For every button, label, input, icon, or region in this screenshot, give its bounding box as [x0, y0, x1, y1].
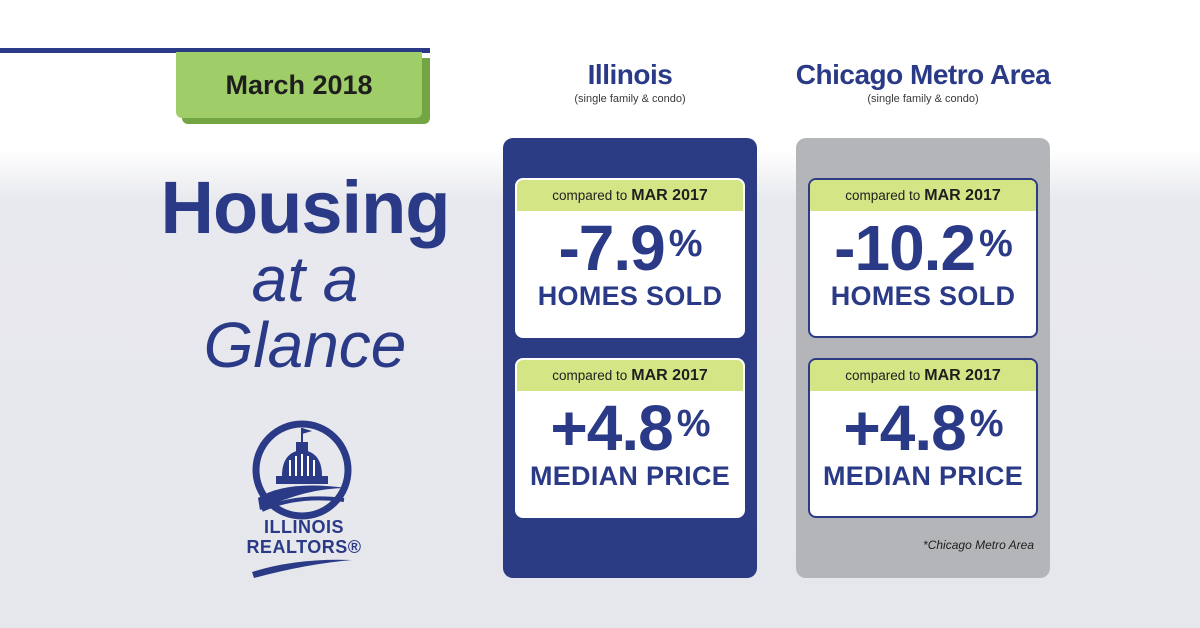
compare-prefix: compared to	[552, 188, 628, 203]
illinois-panel: compared to MAR 2017 -7.9% HOMES SOLD co…	[503, 138, 757, 578]
stat-value: +4.8%	[810, 396, 1036, 460]
headline-line-1: Housing	[160, 166, 451, 249]
chicago-panel: compared to MAR 2017 -10.2% HOMES SOLD c…	[796, 138, 1050, 578]
stat-unit: %	[969, 403, 1004, 445]
stat-number: +4.8	[843, 392, 966, 464]
compare-prefix: compared to	[845, 368, 921, 383]
footnote: *Chicago Metro Area	[923, 538, 1034, 552]
comparison-bar: compared to MAR 2017	[810, 360, 1036, 391]
stat-unit: %	[979, 223, 1013, 265]
compare-prefix: compared to	[552, 368, 628, 383]
column-name: Illinois	[587, 59, 673, 90]
median-price-card: compared to MAR 2017 +4.8% MEDIAN PRICE	[515, 358, 745, 518]
column-subtitle: (single family & condo)	[867, 93, 979, 105]
compare-period: MAR 2017	[924, 186, 1001, 204]
headline-line-2: at a	[251, 243, 359, 315]
comparison-bar: compared to MAR 2017	[810, 180, 1036, 211]
chicago-title: Chicago Metro Area (single family & cond…	[776, 58, 1070, 106]
comparison-bar: compared to MAR 2017	[517, 360, 743, 391]
stat-unit: %	[676, 403, 711, 445]
compare-period: MAR 2017	[631, 186, 708, 204]
column-name: Chicago Metro Area	[795, 59, 1051, 90]
headline: Housing at a Glance	[140, 166, 470, 381]
stat-number: -10.2	[834, 212, 976, 284]
date-tab: March 2018	[176, 52, 422, 118]
median-price-card: compared to MAR 2017 +4.8% MEDIAN PRICE	[808, 358, 1038, 518]
stat-label: MEDIAN PRICE	[529, 461, 731, 491]
capitol-dome-icon	[252, 420, 352, 578]
stat-label: MEDIAN PRICE	[822, 461, 1024, 491]
compare-period: MAR 2017	[631, 366, 708, 384]
stat-unit: %	[668, 223, 703, 265]
illinois-title: Illinois (single family & condo)	[503, 58, 757, 106]
logo-line-2: REALTORS®	[246, 537, 362, 557]
stat-value: +4.8%	[517, 396, 743, 460]
homes-sold-card: compared to MAR 2017 -7.9% HOMES SOLD	[515, 178, 745, 338]
homes-sold-card: compared to MAR 2017 -10.2% HOMES SOLD	[808, 178, 1038, 338]
comparison-bar: compared to MAR 2017	[517, 180, 743, 211]
stat-value: -7.9%	[517, 216, 743, 280]
stat-number: -7.9	[558, 212, 665, 284]
stat-number: +4.8	[550, 392, 673, 464]
headline-line-3: Glance	[203, 309, 407, 381]
logo-line-1: ILLINOIS	[264, 517, 344, 537]
compare-prefix: compared to	[845, 188, 921, 203]
column-subtitle: (single family & condo)	[574, 93, 686, 105]
logo-text: ILLINOIS REALTORS®	[244, 517, 364, 557]
compare-period: MAR 2017	[924, 366, 1001, 384]
stat-value: -10.2%	[810, 216, 1036, 280]
stat-label: HOMES SOLD	[537, 281, 723, 311]
stat-label: HOMES SOLD	[830, 281, 1016, 311]
top-rule	[0, 48, 430, 53]
